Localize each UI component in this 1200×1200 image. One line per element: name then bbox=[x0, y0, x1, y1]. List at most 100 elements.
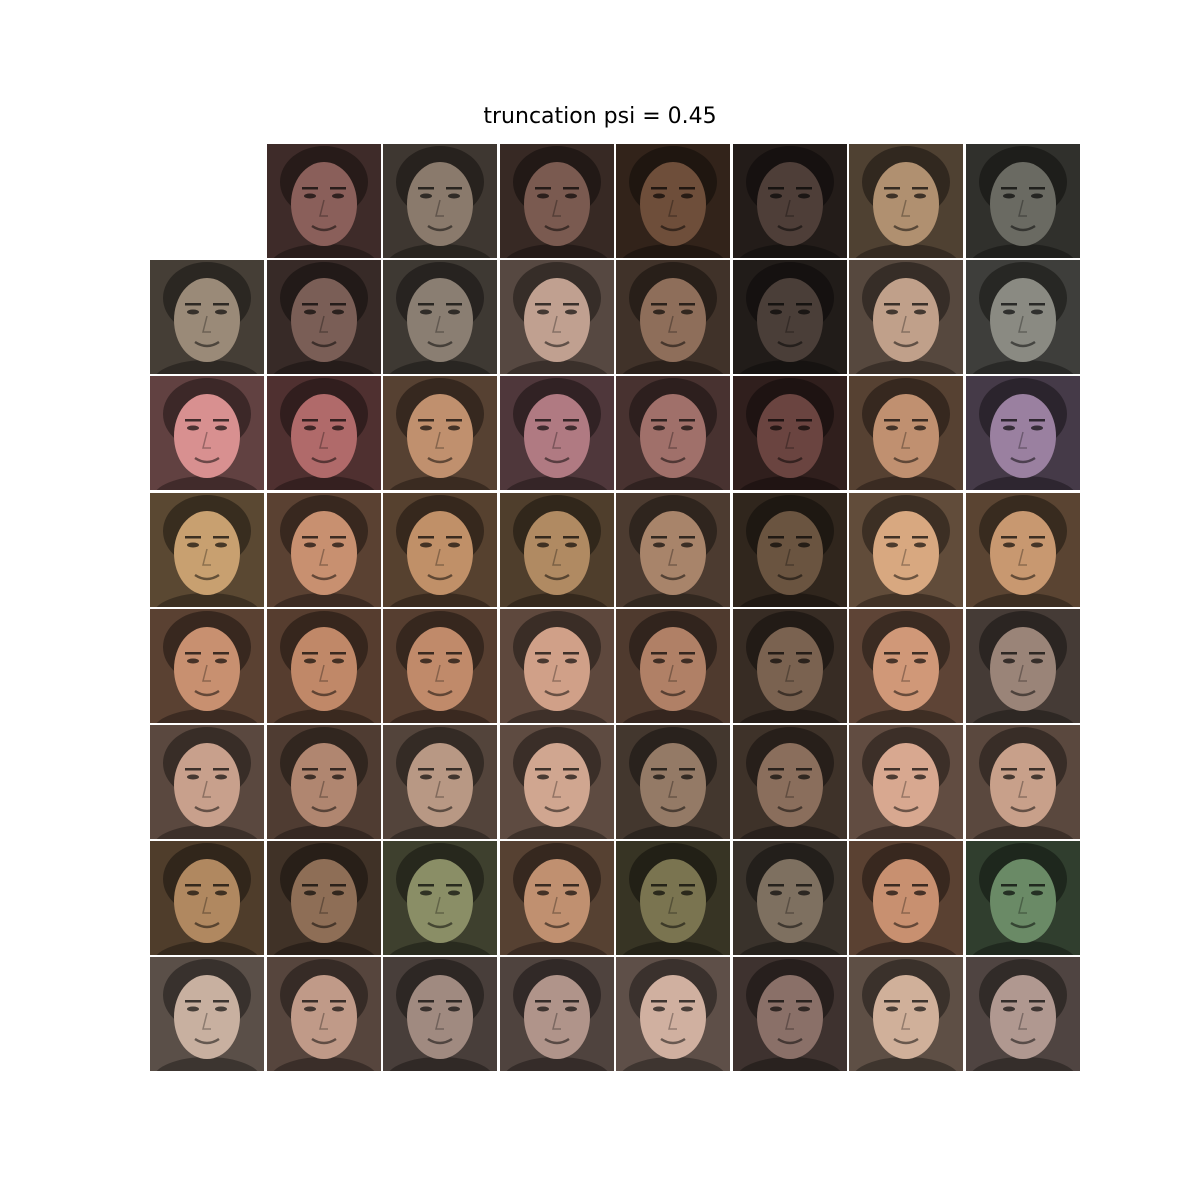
face-portrait bbox=[965, 608, 1080, 723]
face-image-r7-c5 bbox=[732, 957, 847, 1072]
face-portrait bbox=[965, 260, 1080, 375]
face-image-r1-c5 bbox=[732, 260, 847, 375]
face-image-r7-c7 bbox=[965, 957, 1080, 1072]
face-portrait bbox=[499, 260, 614, 375]
face-image-r3-c3 bbox=[499, 492, 614, 607]
face-grid bbox=[150, 144, 1080, 1072]
face-portrait bbox=[965, 724, 1080, 839]
face-image-r0-c4 bbox=[616, 144, 730, 258]
face-portrait bbox=[732, 376, 847, 491]
face-image-r3-c1 bbox=[266, 492, 381, 607]
face-portrait bbox=[383, 376, 497, 491]
face-image-r7-c6 bbox=[849, 957, 963, 1072]
face-portrait bbox=[150, 724, 264, 839]
face-image-r2-c2 bbox=[383, 376, 497, 491]
face-portrait bbox=[849, 841, 963, 956]
face-portrait bbox=[266, 492, 381, 607]
face-image-r5-c4 bbox=[616, 724, 730, 839]
face-image-r6-c5 bbox=[732, 841, 847, 956]
face-image-r3-c5 bbox=[732, 492, 847, 607]
face-image-r7-c2 bbox=[383, 957, 497, 1072]
face-portrait bbox=[383, 144, 497, 258]
face-image-r6-c3 bbox=[499, 841, 614, 956]
face-image-r6-c1 bbox=[266, 841, 381, 956]
face-image-r3-c2 bbox=[383, 492, 497, 607]
face-portrait bbox=[383, 260, 497, 375]
face-image-r7-c1 bbox=[266, 957, 381, 1072]
face-image-r1-c4 bbox=[616, 260, 730, 375]
face-portrait bbox=[965, 376, 1080, 491]
face-portrait bbox=[849, 608, 963, 723]
face-image-r6-c4 bbox=[616, 841, 730, 956]
face-portrait bbox=[499, 144, 614, 258]
face-portrait bbox=[383, 724, 497, 839]
face-portrait bbox=[616, 608, 730, 723]
face-image-r2-c0 bbox=[150, 376, 264, 491]
face-portrait bbox=[383, 492, 497, 607]
face-image-r5-c2 bbox=[383, 724, 497, 839]
face-portrait bbox=[616, 957, 730, 1072]
face-image-r2-c3 bbox=[499, 376, 614, 491]
face-portrait bbox=[266, 957, 381, 1072]
face-portrait bbox=[849, 957, 963, 1072]
face-image-r0-c1 bbox=[266, 144, 381, 258]
face-portrait bbox=[499, 492, 614, 607]
face-portrait bbox=[616, 376, 730, 491]
face-image-r4-c1 bbox=[266, 608, 381, 723]
face-image-r5-c7 bbox=[965, 724, 1080, 839]
face-portrait bbox=[499, 376, 614, 491]
face-portrait bbox=[150, 957, 264, 1072]
face-portrait bbox=[266, 376, 381, 491]
face-image-r5-c6 bbox=[849, 724, 963, 839]
face-image-r1-c1 bbox=[266, 260, 381, 375]
face-image-r6-c6 bbox=[849, 841, 963, 956]
face-portrait bbox=[150, 492, 264, 607]
face-image-r1-c2 bbox=[383, 260, 497, 375]
face-portrait bbox=[150, 260, 264, 375]
face-portrait bbox=[266, 841, 381, 956]
face-portrait bbox=[732, 724, 847, 839]
face-portrait bbox=[732, 260, 847, 375]
face-portrait bbox=[849, 376, 963, 491]
face-image-r4-c0 bbox=[150, 608, 264, 723]
face-portrait bbox=[499, 957, 614, 1072]
face-image-r1-c7 bbox=[965, 260, 1080, 375]
face-portrait bbox=[150, 841, 264, 956]
face-portrait bbox=[150, 608, 264, 723]
face-portrait bbox=[266, 608, 381, 723]
face-image-r2-c4 bbox=[616, 376, 730, 491]
face-image-r7-c0 bbox=[150, 957, 264, 1072]
face-image-r1-c3 bbox=[499, 260, 614, 375]
face-portrait bbox=[849, 724, 963, 839]
face-portrait bbox=[732, 492, 847, 607]
face-image-r5-c1 bbox=[266, 724, 381, 839]
face-image-r4-c5 bbox=[732, 608, 847, 723]
face-image-r5-c0 bbox=[150, 724, 264, 839]
face-image-r2-c5 bbox=[732, 376, 847, 491]
face-image-r2-c6 bbox=[849, 376, 963, 491]
face-image-r4-c3 bbox=[499, 608, 614, 723]
face-portrait bbox=[732, 144, 847, 258]
face-portrait bbox=[616, 492, 730, 607]
face-portrait bbox=[965, 144, 1080, 258]
face-portrait bbox=[616, 260, 730, 375]
face-image-r4-c7 bbox=[965, 608, 1080, 723]
face-image-r6-c2 bbox=[383, 841, 497, 956]
face-image-r4-c4 bbox=[616, 608, 730, 723]
face-portrait bbox=[616, 724, 730, 839]
face-image-r0-c3 bbox=[499, 144, 614, 258]
figure-title: truncation psi = 0.45 bbox=[483, 104, 717, 129]
face-image-r0-c7 bbox=[965, 144, 1080, 258]
face-portrait bbox=[732, 957, 847, 1072]
face-portrait bbox=[616, 841, 730, 956]
face-image-r4-c2 bbox=[383, 608, 497, 723]
face-portrait bbox=[849, 492, 963, 607]
face-image-r0-c2 bbox=[383, 144, 497, 258]
face-image-r4-c6 bbox=[849, 608, 963, 723]
face-image-r1-c6 bbox=[849, 260, 963, 375]
face-portrait bbox=[732, 608, 847, 723]
face-portrait bbox=[849, 144, 963, 258]
face-image-r3-c4 bbox=[616, 492, 730, 607]
face-portrait bbox=[965, 841, 1080, 956]
face-image-r3-c6 bbox=[849, 492, 963, 607]
